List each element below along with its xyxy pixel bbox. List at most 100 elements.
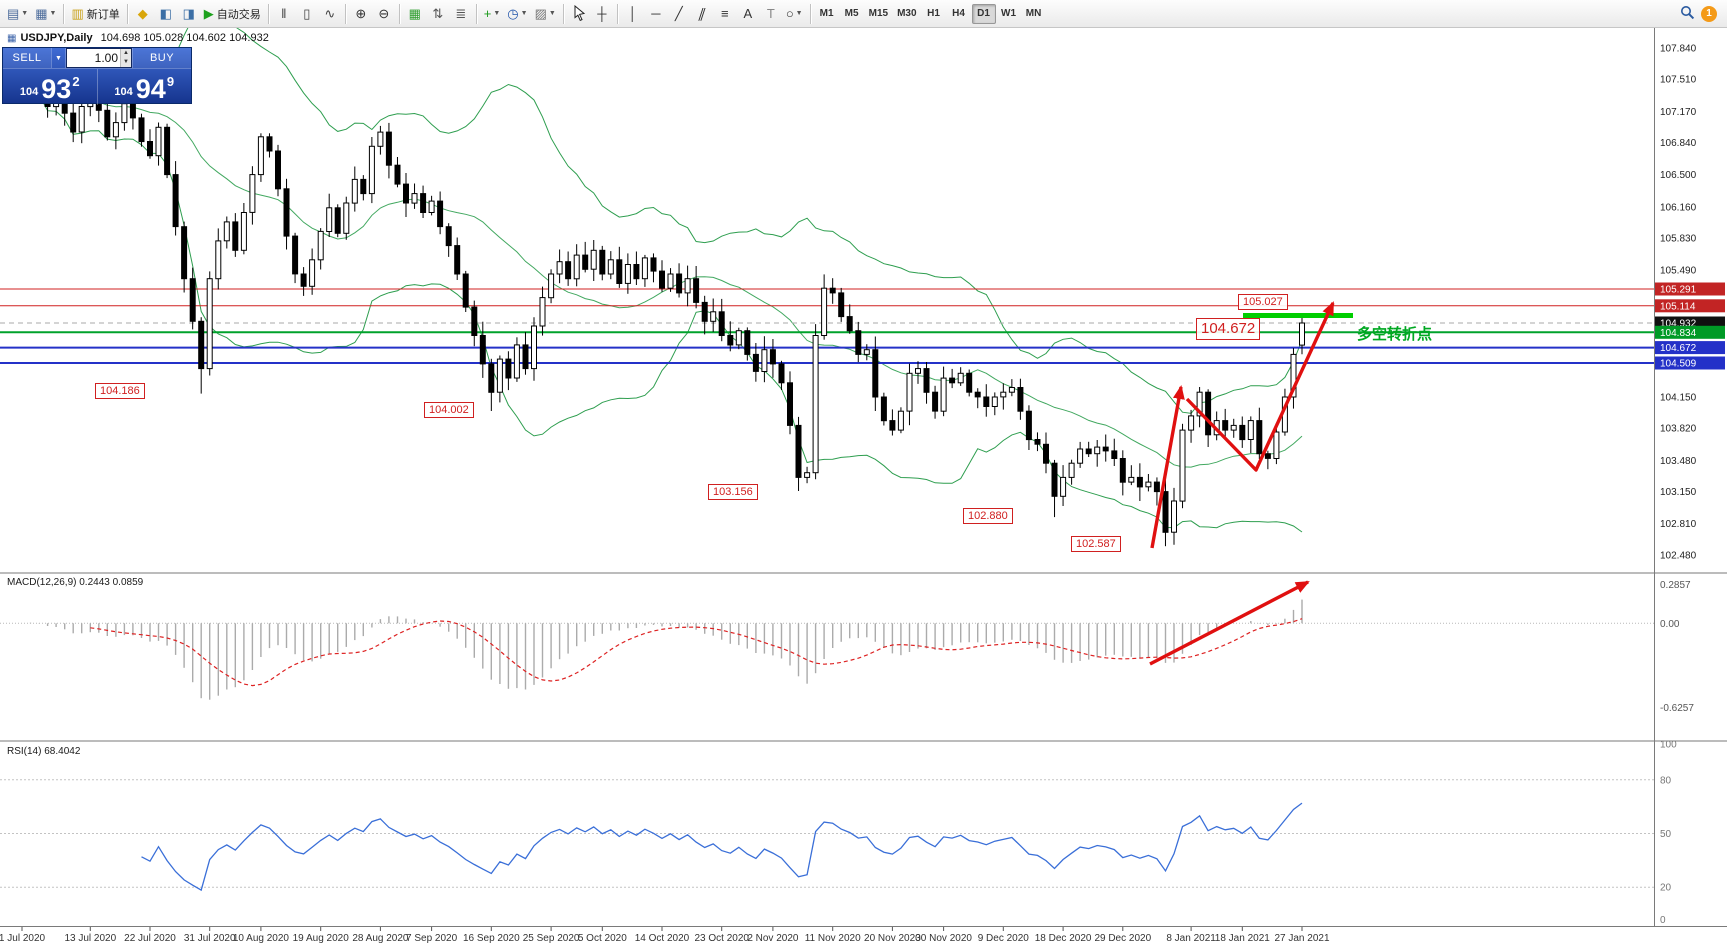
fibonacci-icon: ≡ <box>721 6 729 21</box>
price-callout-105.027[interactable]: 105.027 <box>1238 294 1288 311</box>
svg-text:105.291: 105.291 <box>1660 285 1697 296</box>
indicators-button[interactable]: + ▼ <box>481 3 504 25</box>
candlestick-chart-button[interactable]: ▯ <box>296 3 318 25</box>
timeframe-d1-button[interactable]: D1 <box>971 3 996 24</box>
svg-text:23 Oct 2020: 23 Oct 2020 <box>694 933 749 944</box>
drawn-objects[interactable] <box>1149 301 1353 666</box>
zoom-out-button[interactable]: ⊖ <box>373 3 395 25</box>
text-label-icon: T <box>766 6 775 21</box>
timeframe-h1-button[interactable]: H1 <box>927 8 940 19</box>
text-label-button[interactable]: T <box>760 3 782 25</box>
svg-text:104.834: 104.834 <box>1660 328 1697 339</box>
metaeditor-button[interactable]: ◆ <box>132 3 154 25</box>
volume-increase-button[interactable]: ▲ <box>123 50 129 56</box>
svg-text:103.150: 103.150 <box>1660 487 1697 498</box>
text-button[interactable]: A <box>737 3 759 25</box>
profiles-caret-icon: ▼ <box>49 10 57 17</box>
buy-button[interactable]: BUY <box>132 48 191 68</box>
svg-text:18 Jan 2021: 18 Jan 2021 <box>1215 933 1270 944</box>
price-callout-104.186[interactable]: 104.186 <box>95 383 145 400</box>
periods-button[interactable]: ◷ ▼ <box>504 3 530 25</box>
price-callout-104.672[interactable]: 104.672 <box>1196 318 1261 340</box>
buy-price-big: 94 <box>135 74 166 104</box>
order-type-dropdown[interactable]: ▼ <box>51 48 66 68</box>
crosshair-button[interactable]: ┼ <box>591 3 613 25</box>
tile-windows-button[interactable]: ▦ <box>404 3 426 25</box>
vertical-line-icon: │ <box>628 6 637 21</box>
equidistant-channel-button[interactable]: ∥ <box>691 3 713 25</box>
sell-price-button[interactable]: 104 93 2 <box>3 69 98 105</box>
timeframe-mn-button[interactable]: MN <box>1025 8 1042 19</box>
price-callout-104.002[interactable]: 104.002 <box>424 402 474 419</box>
templates-caret-icon: ▼ <box>548 10 556 17</box>
macd-panel: 0.2857 0.00 -0.6257 <box>0 580 1694 714</box>
navigator-button[interactable]: ◨ <box>178 3 200 25</box>
notifications-badge[interactable]: 1 <box>1701 5 1717 22</box>
cursor-button[interactable] <box>568 3 590 25</box>
line-chart-button[interactable]: ∿ <box>319 3 341 25</box>
buy-price-prefix: 104 <box>114 86 133 98</box>
indicators-caret-icon: ▼ <box>493 10 501 17</box>
auto-arrange-button[interactable]: ⇅ <box>427 3 449 25</box>
search-button[interactable] <box>1676 3 1698 25</box>
profiles-button[interactable]: ▦ ▼ <box>32 3 59 25</box>
text-icon: A <box>743 6 753 21</box>
indicators-icon: + <box>483 6 492 21</box>
svg-text:105.114: 105.114 <box>1660 301 1696 312</box>
symbol-title: ▦ USDJPY,Daily 104.698 105.028 104.602 104… <box>7 32 269 44</box>
autotrading-icon: ▶ <box>203 6 214 21</box>
horizontal-line-icon: ─ <box>651 6 661 21</box>
rsi-indicator-label: RSI(14) 68.4042 <box>7 746 81 757</box>
sell-price-prefix: 104 <box>19 86 39 98</box>
timeframe-m5-button[interactable]: M5 <box>844 8 859 19</box>
trend-arrow-1[interactable] <box>1150 385 1185 549</box>
trendline-button[interactable]: ╱ <box>668 3 690 25</box>
price-callout-103.156[interactable]: 103.156 <box>708 484 758 501</box>
autotrading-button[interactable]: ▶ 自动交易 <box>201 3 264 25</box>
bar-chart-button[interactable]: ‖ <box>273 3 295 25</box>
svg-text:28 Aug 2020: 28 Aug 2020 <box>352 933 409 944</box>
price-callout-102.587[interactable]: 102.587 <box>1071 536 1121 553</box>
trend-arrow-2[interactable] <box>1185 301 1335 472</box>
vertical-line-button[interactable]: │ <box>622 3 644 25</box>
bollinger-lower <box>38 94 1303 533</box>
horizontal-line-button[interactable]: ─ <box>645 3 667 25</box>
toolbar-separator <box>63 3 65 24</box>
toolbar-separator <box>267 3 269 24</box>
new-chart-button[interactable]: ▤ ▼ <box>4 3 31 25</box>
cursor-icon <box>572 4 586 23</box>
new-order-icon: ▥ <box>71 6 84 21</box>
track-chart-button[interactable]: ≣ <box>450 3 472 25</box>
timeframe-m15-button[interactable]: M15 <box>868 8 889 19</box>
price-axis: 107.840 107.510 107.170 106.840 106.500 106.1… <box>1655 43 1725 562</box>
equidistant-channel-icon: ∥ <box>696 6 708 21</box>
trend-arrow-3[interactable] <box>1149 580 1310 666</box>
axis-label-105.291 <box>1655 282 1725 296</box>
timeframe-h4-button[interactable]: H4 <box>952 8 965 19</box>
volume-decrease-button[interactable]: ▼ <box>123 59 129 65</box>
new-order-button[interactable]: ▥ 新订单 <box>68 3 122 25</box>
trendline-icon: ╱ <box>674 6 683 21</box>
volume-input[interactable] <box>67 49 121 67</box>
sell-button[interactable]: SELL <box>3 48 51 68</box>
fibonacci-button[interactable]: ≡ <box>714 3 736 25</box>
buy-price-button[interactable]: 104 94 9 <box>98 69 192 105</box>
macd-indicator-label: MACD(12,26,9) 0.2443 0.0859 <box>7 577 144 588</box>
arrows-shapes-button[interactable]: ○ ▼ <box>783 3 806 25</box>
svg-text:106.500: 106.500 <box>1660 170 1697 181</box>
search-icon <box>1680 5 1695 22</box>
templates-button[interactable]: ▨ ▼ <box>532 3 559 25</box>
timeframe-w1-button[interactable]: W1 <box>1001 8 1017 19</box>
svg-text:103.480: 103.480 <box>1660 456 1697 467</box>
turning-point-text-label[interactable]: 多空转折点 <box>1357 326 1433 343</box>
chart-window-icon: ▦ <box>7 33 17 44</box>
market-watch-button[interactable]: ◧ <box>155 3 177 25</box>
zoom-in-button[interactable]: ⊕ <box>350 3 372 25</box>
resistance-highlight-bar[interactable] <box>1243 313 1353 318</box>
price-callout-102.880[interactable]: 102.880 <box>963 508 1013 525</box>
crosshair-icon: ┼ <box>597 6 607 21</box>
timeframe-m30-button[interactable]: M30 <box>897 8 917 19</box>
svg-text:-0.6257: -0.6257 <box>1660 703 1694 714</box>
timeframe-m1-button[interactable]: M1 <box>819 8 834 19</box>
